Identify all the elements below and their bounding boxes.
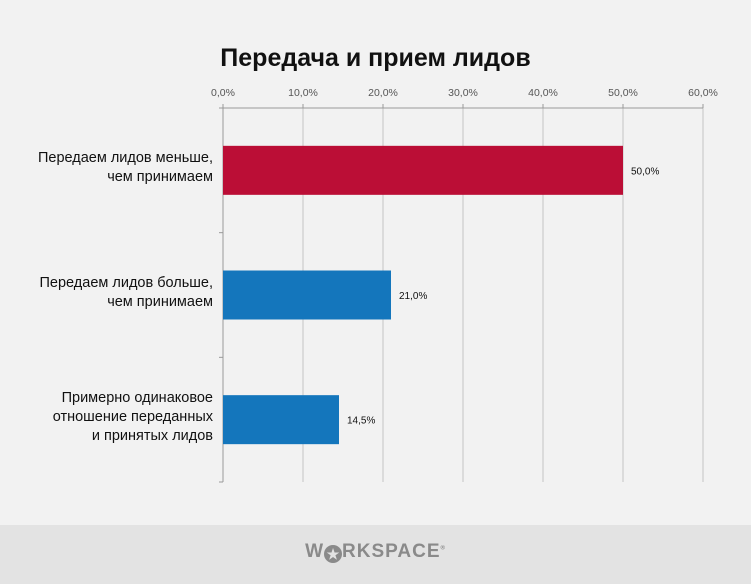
x-tick-label: 20,0% (368, 87, 398, 99)
bar-chart: 0,0% 10,0% 20,0% 30,0% 40,0% 50,0% 60,0% 50,0% 2… (211, 87, 718, 483)
x-tick-label: 50,0% (608, 87, 638, 99)
category-label: Примерно одинаковое отношение переданных и… (52, 390, 213, 445)
star-icon: ★ (324, 545, 342, 563)
data-label: 14,5% (347, 416, 375, 427)
x-tick-label: 40,0% (528, 87, 558, 99)
x-tick-label: 10,0% (288, 87, 318, 99)
category-label: Передаем лидов больше, чем принимаем (39, 275, 214, 310)
footer: W ★ RKSPACE® (0, 525, 751, 584)
data-label: 50,0% (631, 166, 659, 177)
chart-title: Передача и прием лидов (220, 44, 531, 72)
bar (223, 145, 623, 195)
data-label: 21,0% (399, 291, 427, 302)
category-label: Передаем лидов меньше, чем принимаем (37, 150, 213, 186)
x-tick-label: 30,0% (448, 87, 478, 99)
bar (223, 270, 391, 320)
x-tick-label: 60,0% (688, 87, 718, 99)
bar (223, 395, 339, 445)
workspace-logo: W ★ RKSPACE® (305, 541, 446, 563)
x-tick-label: 0,0% (211, 87, 235, 99)
